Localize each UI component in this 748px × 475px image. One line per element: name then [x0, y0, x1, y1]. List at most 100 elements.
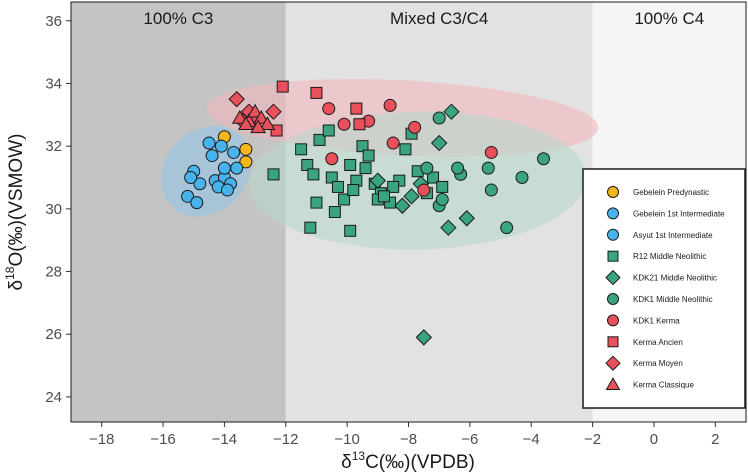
- region-label-100-c4: 100% C4: [634, 9, 704, 28]
- point-kdk21-middle-neolithic: [458, 210, 476, 227]
- point-r12-middle-neolithic: [387, 180, 400, 193]
- point-kdk21-middle-neolithic: [394, 197, 411, 214]
- x-axis-title-sup: 13: [352, 449, 366, 463]
- point-r12-middle-neolithic: [347, 184, 360, 197]
- point-gebelein-predynastic: [239, 155, 253, 169]
- legend-label: Kerma Classique: [633, 381, 694, 390]
- point-r12-middle-neolithic: [267, 168, 280, 181]
- series-kerma-ancien: [270, 80, 366, 137]
- x-tick-label: −16: [150, 431, 175, 448]
- legend-marker-gebelein-1st-intermediate: [607, 207, 619, 220]
- x-tick-label: −8: [400, 431, 417, 448]
- legend-label: Asyut 1st Intermediate: [633, 231, 713, 240]
- point-r12-middle-neolithic: [399, 143, 412, 156]
- point-asyut-1st-intermediate: [214, 139, 228, 153]
- point-kdk1-kerma: [337, 117, 351, 131]
- y-axis-title: δ18O(‰)(VSMOW): [3, 134, 27, 291]
- point-kerma-ancien: [310, 86, 323, 99]
- legend-marker-kdk21-middle-neolithic: [605, 269, 621, 286]
- legend-marker-r12-middle-neolithic: [607, 250, 619, 262]
- plot-border: [70, 1, 747, 423]
- x-tick-label: −2: [584, 431, 601, 448]
- x-axis-title-prefix: δ: [341, 452, 352, 473]
- point-r12-middle-neolithic: [362, 149, 375, 162]
- region-label-100-c3: 100% C3: [143, 9, 213, 28]
- region-band-100-c3: [71, 2, 286, 422]
- legend-marker-kerma-ancien: [607, 336, 619, 348]
- y-tick-label: 32: [45, 138, 62, 155]
- point-kerma-moyen: [228, 90, 245, 108]
- point-kdk1-kerma: [417, 183, 431, 197]
- y-tick-label: 24: [45, 389, 62, 406]
- x-tick-label: −10: [334, 431, 359, 448]
- series-kdk1-middle-neolithic: [420, 111, 550, 235]
- legend-label: Gebelein 1st Intermediate: [633, 209, 725, 218]
- region-label-mixed-c3-c4: Mixed C3/C4: [390, 9, 488, 28]
- y-axis-title-prefix: δ: [6, 280, 27, 291]
- point-r12-middle-neolithic: [359, 162, 372, 175]
- y-axis-title-rest: O(‰)(VSMOW): [6, 134, 27, 267]
- point-r12-middle-neolithic: [328, 206, 341, 218]
- point-kdk21-middle-neolithic: [403, 188, 420, 205]
- y-tick-label: 36: [45, 13, 62, 30]
- x-tick-label: −4: [523, 431, 540, 448]
- point-r12-middle-neolithic: [307, 168, 320, 181]
- point-r12-middle-neolithic: [384, 196, 397, 209]
- point-kdk1-kerma: [325, 152, 339, 166]
- legend-entry-kerma-ancien: Kerma Ancien: [607, 336, 683, 348]
- point-kdk1-middle-neolithic: [420, 161, 434, 175]
- legend-label: Gebelein Predynastic: [633, 188, 709, 197]
- x-axis-title: δ13C(‰)(VPDB): [341, 449, 475, 473]
- legend-label: KDK1 Middle Neolithic: [633, 295, 713, 304]
- point-r12-middle-neolithic: [295, 143, 308, 156]
- x-tick-label: −14: [212, 431, 237, 448]
- point-kdk1-middle-neolithic: [451, 161, 465, 175]
- point-asyut-1st-intermediate: [227, 145, 241, 159]
- legend-marker-kdk1-middle-neolithic: [607, 293, 619, 305]
- legend-label: Kerma Ancien: [633, 338, 683, 347]
- point-kdk21-middle-neolithic: [415, 329, 433, 346]
- data-points: [181, 80, 550, 346]
- point-gebelein-1st-intermediate: [202, 136, 216, 150]
- series-asyut-1st-intermediate: [184, 139, 244, 197]
- point-r12-middle-neolithic: [436, 180, 449, 193]
- legend-entry-kdk1-kerma: KDK1 Kerma: [607, 314, 680, 327]
- point-r12-middle-neolithic: [310, 196, 323, 209]
- point-r12-middle-neolithic: [304, 221, 317, 234]
- x-tick-label: −6: [461, 431, 478, 448]
- point-r12-middle-neolithic: [356, 140, 369, 153]
- point-kdk1-middle-neolithic: [484, 183, 498, 197]
- point-asyut-1st-intermediate: [220, 183, 234, 197]
- axis-ticks: −18 −16 −14 −12 −10 −8 −6 −4 −2 0 2 24 26 28 30 32 34 36: [45, 13, 719, 448]
- legend-label: Kerma Moyen: [633, 359, 683, 368]
- point-kdk1-middle-neolithic: [432, 111, 446, 125]
- point-gebelein-1st-intermediate: [205, 149, 219, 163]
- point-kerma-ancien: [276, 80, 289, 93]
- legend-marker-kerma-classique: [605, 377, 621, 390]
- point-r12-middle-neolithic: [338, 193, 351, 206]
- point-asyut-1st-intermediate: [230, 161, 244, 175]
- point-kerma-classique: [238, 116, 254, 130]
- legend-box: [582, 168, 746, 409]
- x-tick-label: 2: [711, 431, 719, 448]
- point-kerma-classique: [250, 119, 267, 134]
- series-kdk1-kerma: [322, 98, 498, 197]
- y-tick-label: 34: [45, 75, 62, 92]
- series-kerma-classique: [231, 103, 276, 134]
- point-kdk21-middle-neolithic: [443, 103, 460, 120]
- legend-entry-asyut-1st-intermediate: Asyut 1st Intermediate: [607, 228, 713, 241]
- point-r12-middle-neolithic: [427, 171, 440, 184]
- legend-label: R12 Middle Neolithic: [633, 252, 706, 261]
- point-gebelein-1st-intermediate: [193, 177, 207, 191]
- point-r12-middle-neolithic: [377, 190, 390, 203]
- point-kdk21-middle-neolithic: [369, 172, 387, 189]
- legend-marker-asyut-1st-intermediate: [607, 228, 619, 241]
- legend-entry-kerma-moyen: Kerma Moyen: [605, 355, 683, 371]
- point-r12-middle-neolithic: [301, 158, 314, 171]
- point-r12-middle-neolithic: [344, 224, 357, 237]
- legend-label: KDK1 Kerma: [633, 316, 680, 325]
- legend-entry-kdk1-middle-neolithic: KDK1 Middle Neolithic: [607, 293, 713, 305]
- point-kdk1-middle-neolithic: [515, 171, 529, 185]
- point-kdk21-middle-neolithic: [430, 134, 448, 152]
